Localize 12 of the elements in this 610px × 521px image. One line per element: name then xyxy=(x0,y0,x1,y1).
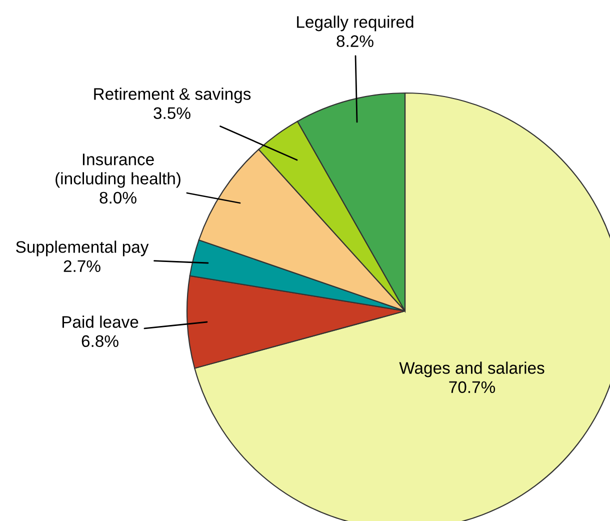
slice-label: Legally required xyxy=(297,16,414,32)
data-label: 70.7% xyxy=(449,381,496,394)
data-label: 2.7% xyxy=(64,260,100,272)
slice-label: Wages and salaries xyxy=(399,362,544,378)
slice-label: Supplemental pay xyxy=(16,240,149,256)
slice-label: Insurance (including health) xyxy=(56,154,180,188)
data-label: 8.2% xyxy=(336,35,374,48)
slice-label: Retirement & savings xyxy=(94,88,251,104)
data-label: 3.5% xyxy=(154,107,190,120)
data-label: 8.0% xyxy=(100,192,136,204)
slice-label: Paid leave xyxy=(62,316,138,328)
data-label: 6.8% xyxy=(82,335,118,348)
